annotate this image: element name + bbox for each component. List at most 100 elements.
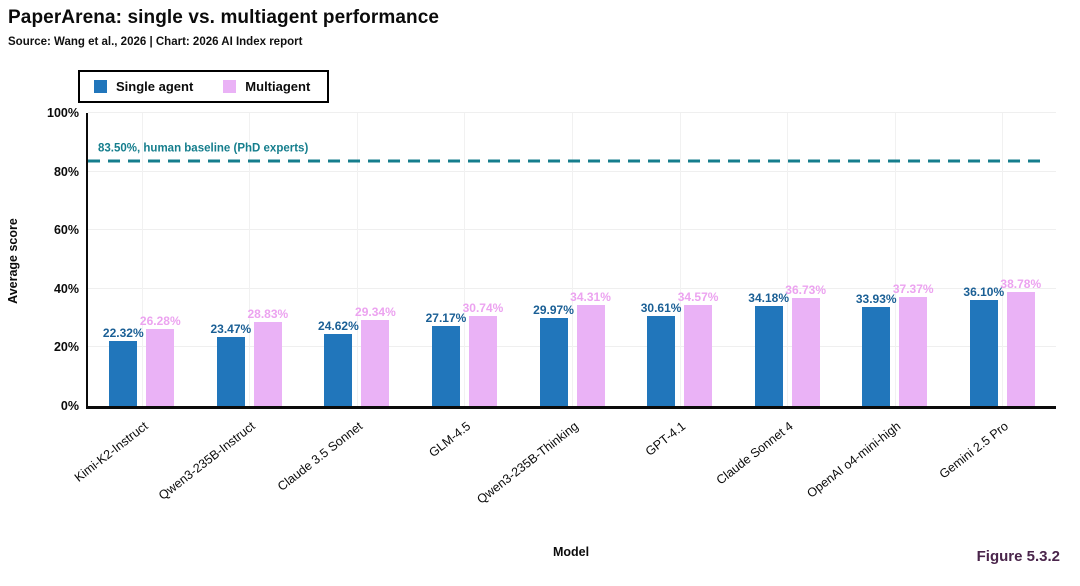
bar-group: 24.62% 29.34% Claude 3.5 Sonnet — [275, 113, 411, 494]
y-tick-label: 60% — [53, 223, 79, 238]
bar-group: 30.61% 34.57% GPT-4.1 — [626, 113, 734, 459]
bar-value-label: 29.34% — [355, 305, 396, 320]
legend-label-single-agent: Single agent — [116, 79, 194, 94]
bar-single-agent: 22.32% — [103, 327, 144, 406]
bar-pair: 27.17% 30.74% — [411, 113, 519, 406]
v-gridline — [1002, 113, 1004, 406]
bar-single-agent: 29.97% — [533, 304, 574, 406]
h-gridline — [88, 346, 1056, 348]
x-tick-label: Qwen3-235B-Instruct — [156, 419, 258, 503]
legend-item-multiagent: Multiagent — [223, 79, 310, 94]
bar-multiagent: 28.83% — [247, 308, 288, 406]
bar-pair: 23.47% 28.83% — [196, 113, 304, 406]
h-gridline — [88, 229, 1056, 231]
bar-multiagent: 36.73% — [785, 284, 826, 406]
v-gridline — [679, 113, 681, 406]
h-gridline — [88, 112, 1056, 113]
bar-value-label: 36.10% — [963, 285, 1005, 300]
legend: Single agent Multiagent — [78, 70, 330, 103]
bar-value-label: 26.28% — [139, 314, 181, 328]
x-tick-label: Gemini 2.5 Pro — [936, 419, 1011, 482]
bar-value-label: 34.57% — [677, 289, 719, 304]
bar-group: 33.93% 37.37% OpenAI o4-mini-high — [804, 113, 949, 501]
bar-pair: 33.93% 37.37% — [841, 113, 949, 406]
bar-value-label: 22.32% — [102, 325, 144, 340]
v-gridline — [141, 113, 143, 406]
bar-value-label: 30.74% — [462, 300, 504, 315]
x-axis-title: Model — [552, 545, 590, 559]
bar-single-agent: 34.18% — [748, 292, 789, 406]
bar-single-agent: 30.61% — [641, 302, 681, 406]
bar-value-label: 28.83% — [247, 306, 289, 321]
bar-value-label: 36.73% — [785, 283, 827, 298]
bar-multiagent: 26.28% — [140, 315, 181, 406]
bar-group: 22.32% 26.28% Kimi-K2-Instruct — [72, 113, 196, 485]
bar-group: 23.47% 28.83% Qwen3-235B-Instruct — [156, 113, 304, 503]
bar-single-agent: 27.17% — [426, 312, 466, 406]
bar-value-label: 37.37% — [892, 281, 934, 296]
x-tick-label: Qwen3-235B-Thinking — [474, 419, 581, 507]
bar-pair: 34.18% 36.73% — [733, 113, 841, 406]
v-gridline — [572, 113, 574, 406]
bar-value-label: 30.61% — [640, 301, 682, 316]
bar-value-label: 27.17% — [425, 311, 467, 326]
y-tick-label: 40% — [53, 281, 79, 296]
human-baseline-line: 83.50%, human baseline (PhD experts) — [88, 143, 1047, 163]
bar-group: 36.10% 38.78% Gemini 2.5 Pro — [937, 113, 1057, 481]
v-gridline — [787, 113, 789, 406]
page-subtitle: Source: Wang et al., 2026 | Chart: 2026 … — [8, 36, 303, 48]
x-tick-label: Claude Sonnet 4 — [713, 419, 796, 488]
bar-pair: 24.62% 29.34% — [303, 113, 411, 406]
x-tick-label: GLM-4.5 — [426, 419, 474, 460]
figure-label: Figure 5.3.2 — [976, 548, 1060, 565]
bar-value-label: 38.78% — [1000, 277, 1042, 292]
v-gridline — [356, 113, 358, 406]
bar-groups: 22.32% 26.28% Kimi-K2-Instruct 23.47% 28.83%… — [72, 113, 1057, 507]
bar-group: 27.17% 30.74% GLM-4.5 — [411, 113, 519, 460]
bar-value-label: 34.18% — [748, 290, 790, 305]
v-gridline — [464, 113, 466, 406]
bar-group: 29.97% 34.31% Qwen3-235B-Thinking — [474, 113, 626, 507]
h-gridline — [88, 287, 1056, 289]
h-gridline — [88, 170, 1056, 172]
bar-single-agent: 24.62% — [318, 320, 359, 406]
bar-multiagent: 34.57% — [678, 291, 718, 406]
x-tick-label: Kimi-K2-Instruct — [71, 419, 151, 485]
x-tick-label: GPT-4.1 — [642, 419, 689, 459]
multiagent-swatch-icon — [223, 80, 237, 93]
bar-value-label: 34.31% — [570, 290, 611, 305]
bar-value-label: 29.97% — [533, 303, 574, 318]
bar-single-agent: 33.93% — [856, 293, 897, 406]
plot-area: 0% 20% 40% 60% 80% 100% 22.32% 26.28% Kimi-K2-I… — [47, 106, 1057, 507]
x-tick-label: Claude 3.5 Sonnet — [275, 419, 366, 494]
y-tick-label: 0% — [60, 399, 79, 413]
v-gridline — [249, 113, 251, 406]
legend-item-single-agent: Single agent — [94, 79, 193, 94]
bar-multiagent: 37.37% — [893, 283, 934, 406]
bar-multiagent: 30.74% — [463, 302, 503, 406]
y-tick-label: 100% — [47, 106, 79, 120]
page-title: PaperArena: single vs. multiagent perfor… — [8, 7, 440, 28]
bar-value-label: 33.93% — [855, 291, 897, 306]
bar-pair: 29.97% 34.31% — [518, 113, 626, 406]
bar-single-agent: 23.47% — [210, 323, 251, 406]
bar-pair: 30.61% 34.57% — [626, 113, 734, 406]
bar-single-agent: 36.10% — [963, 286, 1004, 406]
y-tick-label: 20% — [53, 340, 79, 355]
human-baseline-annotation: 83.50%, human baseline (PhD experts) — [98, 142, 309, 155]
y-axis-title: Average score — [6, 218, 20, 304]
x-tick-label: OpenAI o4-mini-high — [804, 419, 904, 501]
bar-pair: 36.10% 38.78% — [949, 113, 1057, 406]
legend-label-multiagent: Multiagent — [245, 79, 311, 94]
bar-pair: 22.32% 26.28% — [88, 113, 196, 406]
bar-group: 34.18% 36.73% Claude Sonnet 4 — [714, 113, 841, 487]
bar-multiagent: 34.31% — [570, 291, 611, 406]
bar-value-label: 24.62% — [318, 318, 359, 333]
v-gridline — [894, 113, 896, 406]
y-tick-label: 80% — [53, 164, 79, 179]
bar-value-label: 23.47% — [210, 322, 252, 337]
single-agent-swatch-icon — [94, 80, 107, 93]
bar-multiagent: 38.78% — [1000, 278, 1041, 406]
bar-multiagent: 29.34% — [355, 306, 396, 406]
